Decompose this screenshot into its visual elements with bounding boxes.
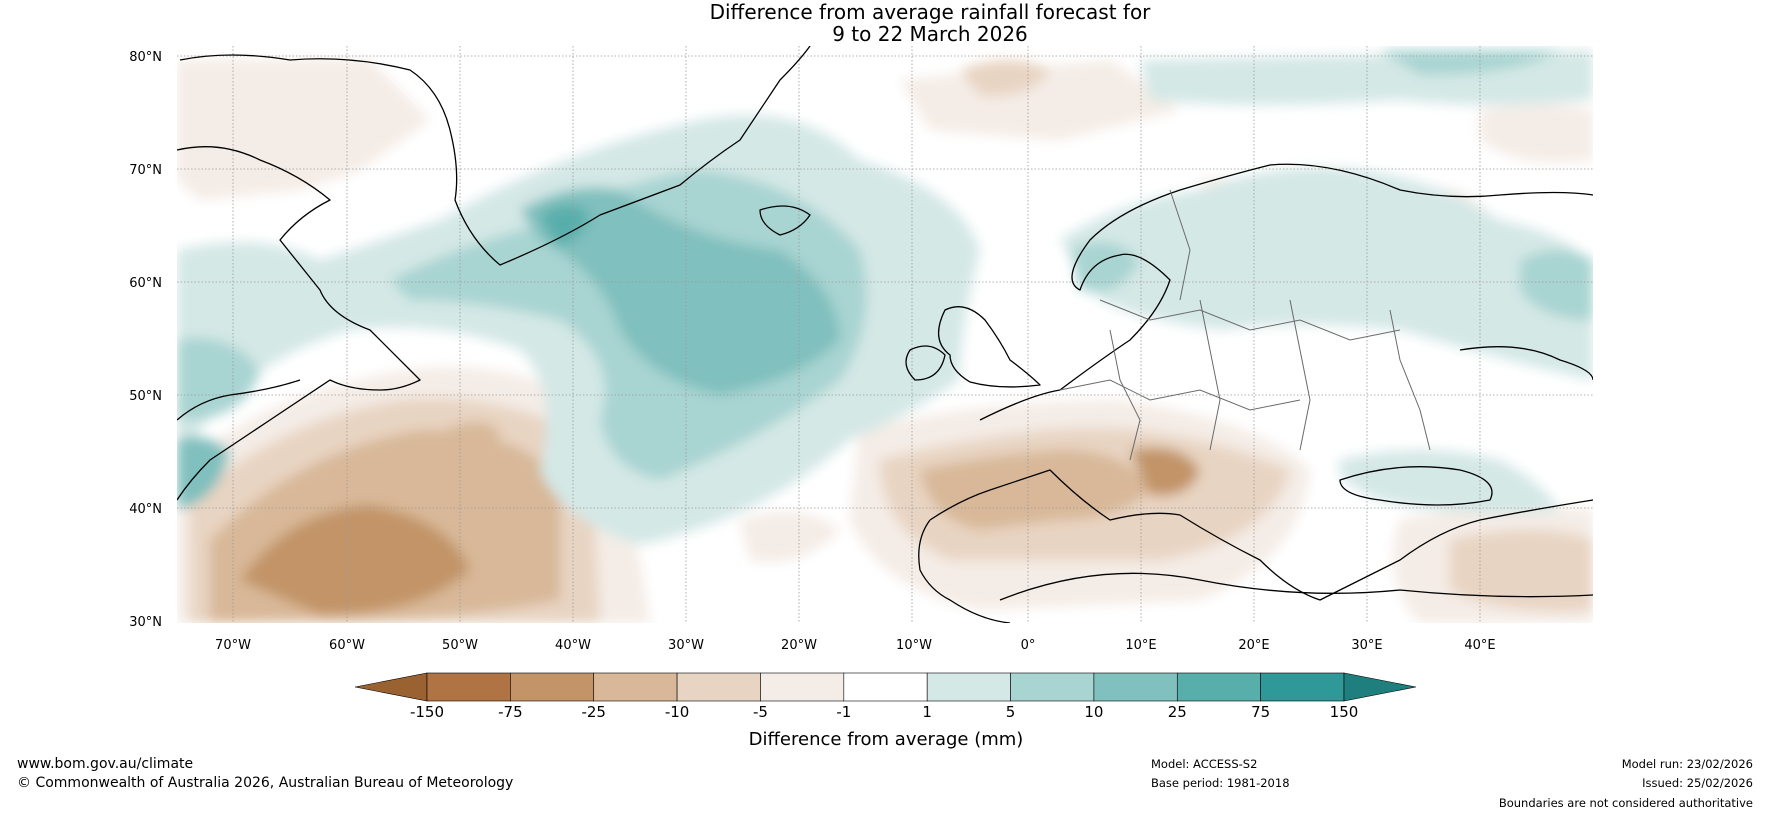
colorbar-tick-label: -25 (581, 703, 606, 721)
colorbar-tick-label: 1 (922, 703, 932, 721)
lon-label: 30°W (668, 638, 704, 653)
colorbar-bin (676, 672, 761, 702)
colorbar-extend-low (354, 672, 428, 702)
colorbar-bin (1010, 672, 1095, 702)
lon-label: 0° (1021, 638, 1036, 653)
colorbar-tick-label: 5 (1006, 703, 1016, 721)
colorbar-bin (1093, 672, 1178, 702)
base-period: Base period: 1981-2018 (1151, 776, 1290, 790)
website-link[interactable]: www.bom.gov.au/climate (17, 756, 194, 772)
lon-label: 20°W (781, 638, 817, 653)
colorbar-bin (426, 672, 511, 702)
colorbar: -150 -75 -25 -10 -5 -1 1 5 10 25 75 150 (354, 672, 1417, 721)
colorbar-extend-high (1343, 672, 1417, 702)
latitude-labels: 80°N 70°N 60°N 50°N 40°N 30°N (129, 50, 162, 630)
boundaries-disclaimer: Boundaries are not considered authoritat… (1498, 796, 1753, 810)
colorbar-bin (926, 672, 1011, 702)
map-title-line1: Difference from average rainfall forecas… (709, 0, 1151, 24)
colorbar-bin (593, 672, 678, 702)
colorbar-tick-label: -150 (410, 703, 444, 721)
lon-label: 60°W (329, 638, 365, 653)
colorbar-tick-label: 75 (1251, 703, 1270, 721)
lat-label: 60°N (129, 276, 162, 291)
lon-label: 10°W (896, 638, 932, 653)
model-name: Model: ACCESS-S2 (1151, 757, 1258, 771)
lon-label: 40°W (555, 638, 591, 653)
issued-date: Issued: 25/02/2026 (1642, 776, 1753, 790)
lon-label: 20°E (1238, 638, 1269, 653)
lat-label: 40°N (129, 502, 162, 517)
lat-label: 30°N (129, 615, 162, 630)
colorbar-tick-label: 25 (1168, 703, 1187, 721)
colorbar-bin (843, 672, 928, 702)
lat-label: 50°N (129, 389, 162, 404)
colorbar-bin (760, 672, 845, 702)
map-title-line2: 9 to 22 March 2026 (832, 22, 1028, 46)
colorbar-bin (510, 672, 595, 702)
graticule (177, 46, 1593, 623)
lat-label: 80°N (129, 50, 162, 65)
lon-label: 50°W (442, 638, 478, 653)
colorbar-tick-label: 150 (1330, 703, 1359, 721)
longitude-labels: 70°W 60°W 50°W 40°W 30°W 20°W 10°W 0° 10… (215, 638, 1496, 653)
colorbar-bin (1176, 672, 1261, 702)
colorbar-bin (1260, 672, 1345, 702)
colorbar-tick-label: 10 (1084, 703, 1103, 721)
colorbar-tick-label: -5 (753, 703, 768, 721)
lat-label: 70°N (129, 163, 162, 178)
colorbar-tick-label: -1 (836, 703, 851, 721)
copyright-text: © Commonwealth of Australia 2026, Austra… (17, 775, 514, 791)
colorbar-tick-label: -10 (665, 703, 690, 721)
lon-label: 70°W (215, 638, 251, 653)
lon-label: 30°E (1351, 638, 1382, 653)
lon-label: 40°E (1464, 638, 1495, 653)
colorbar-label: Difference from average (mm) (749, 729, 1024, 750)
model-run-date: Model run: 23/02/2026 (1621, 757, 1753, 771)
lon-label: 10°E (1125, 638, 1156, 653)
colorbar-tick-label: -75 (498, 703, 523, 721)
country-borders (1059, 189, 1431, 461)
anomaly-field (177, 46, 1593, 623)
coastlines (177, 46, 1593, 623)
